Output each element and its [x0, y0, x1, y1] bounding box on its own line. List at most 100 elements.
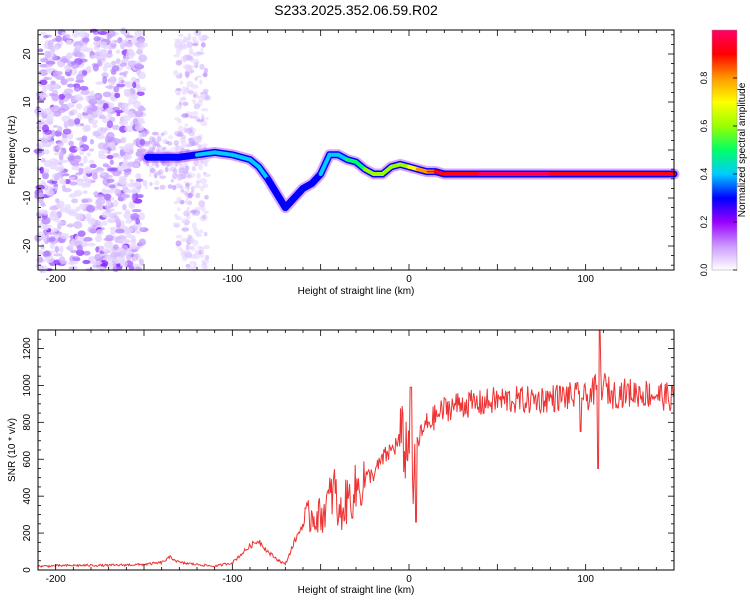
noise-speckle: [131, 209, 142, 213]
noise-speckle: [77, 230, 86, 237]
noise-speckle: [133, 100, 142, 109]
noise-speckle: [95, 204, 105, 210]
colorbar-tick-label: 0.4: [699, 168, 709, 181]
noise-speckle: [149, 181, 153, 186]
noise-speckle: [95, 234, 103, 242]
noise-speckle: [185, 174, 193, 179]
noise-speckle: [176, 196, 182, 203]
noise-speckle: [82, 250, 91, 256]
noise-speckle: [112, 170, 122, 177]
noise-speckle: [38, 249, 43, 256]
noise-speckle: [144, 142, 151, 147]
ridge-core: [435, 170, 445, 175]
noise-speckle: [64, 65, 71, 72]
noise-speckle: [151, 161, 158, 166]
noise-speckle: [203, 231, 208, 237]
y-tick-label: 400: [22, 487, 33, 504]
noise-speckle: [175, 104, 181, 111]
noise-speckle: [181, 39, 186, 44]
noise-speckle: [93, 45, 100, 51]
noise-speckle: [49, 117, 54, 122]
noise-speckle: [128, 201, 136, 210]
noise-speckle: [57, 125, 63, 133]
noise-speckle: [189, 115, 197, 119]
noise-speckle: [52, 70, 61, 79]
noise-speckle: [125, 253, 132, 261]
noise-speckle: [173, 140, 179, 147]
noise-speckle: [40, 158, 46, 163]
noise-speckle: [112, 199, 119, 208]
noise-speckle: [68, 176, 76, 180]
noise-speckle: [40, 31, 47, 36]
noise-speckle: [162, 146, 167, 151]
noise-speckle: [65, 210, 76, 215]
noise-speckle: [116, 112, 121, 117]
noise-speckle: [175, 88, 182, 92]
noise-speckle: [200, 186, 205, 192]
noise-speckle: [45, 60, 56, 65]
noise-speckle: [201, 113, 205, 120]
noise-speckle: [127, 182, 138, 188]
noise-speckle: [204, 195, 209, 200]
noise-speckle: [122, 203, 127, 211]
noise-speckle: [126, 102, 132, 106]
noise-speckle: [102, 91, 112, 98]
noise-speckle: [175, 60, 183, 66]
noise-speckle: [82, 125, 91, 132]
noise-speckle: [193, 263, 197, 268]
noise-speckle: [102, 75, 108, 84]
noise-speckle: [138, 132, 143, 139]
noise-speckle: [134, 230, 141, 234]
y-tick-label: -20: [22, 238, 33, 253]
snr-x-ticks: -200 -100 0 100: [37, 330, 675, 585]
noise-speckle: [129, 243, 137, 250]
noise-speckle: [138, 54, 148, 63]
noise-speckle: [138, 238, 147, 246]
noise-speckle: [43, 35, 49, 39]
noise-speckle: [104, 240, 114, 249]
noise-speckle: [108, 208, 116, 212]
noise-speckle: [70, 249, 78, 254]
noise-speckle: [199, 63, 205, 70]
noise-speckle: [77, 212, 84, 221]
noise-speckle: [156, 148, 161, 153]
noise-speckle: [122, 186, 129, 194]
noise-speckle: [54, 245, 59, 254]
noise-speckle: [89, 119, 99, 125]
noise-speckle: [154, 171, 161, 175]
noise-speckle: [92, 260, 103, 266]
noise-speckle: [66, 224, 74, 228]
noise-speckle: [195, 231, 200, 237]
noise-speckle: [198, 34, 205, 41]
x-tick-label: -200: [46, 574, 66, 585]
noise-speckle: [120, 79, 125, 84]
noise-speckle: [51, 46, 60, 51]
noise-speckle: [98, 115, 107, 120]
ridge-segment: [274, 191, 288, 210]
noise-speckle: [201, 143, 208, 148]
noise-speckle: [184, 251, 193, 259]
noise-speckle: [107, 102, 115, 109]
noise-speckle: [106, 131, 115, 140]
noise-speckle: [74, 212, 80, 220]
noise-speckle: [86, 107, 95, 115]
noise-speckle: [116, 251, 127, 257]
noise-speckle: [57, 61, 64, 68]
ridge-segment: [177, 152, 199, 160]
noise-speckle: [111, 60, 117, 66]
noise-speckle: [170, 147, 177, 153]
noise-speckle: [132, 93, 139, 99]
noise-speckle: [36, 125, 42, 130]
noise-speckle: [186, 80, 194, 88]
colorbar-ticks: 0.0 0.2 0.4 0.6 0.8: [699, 72, 737, 276]
noise-speckle: [123, 211, 133, 220]
noise-speckle: [164, 166, 169, 173]
noise-speckle: [65, 34, 71, 39]
ridge-halo: [142, 146, 680, 214]
y-tick-label: 20: [22, 48, 33, 60]
noise-speckle: [47, 39, 54, 48]
noise-speckle: [37, 192, 45, 198]
noise-speckle: [101, 211, 111, 219]
